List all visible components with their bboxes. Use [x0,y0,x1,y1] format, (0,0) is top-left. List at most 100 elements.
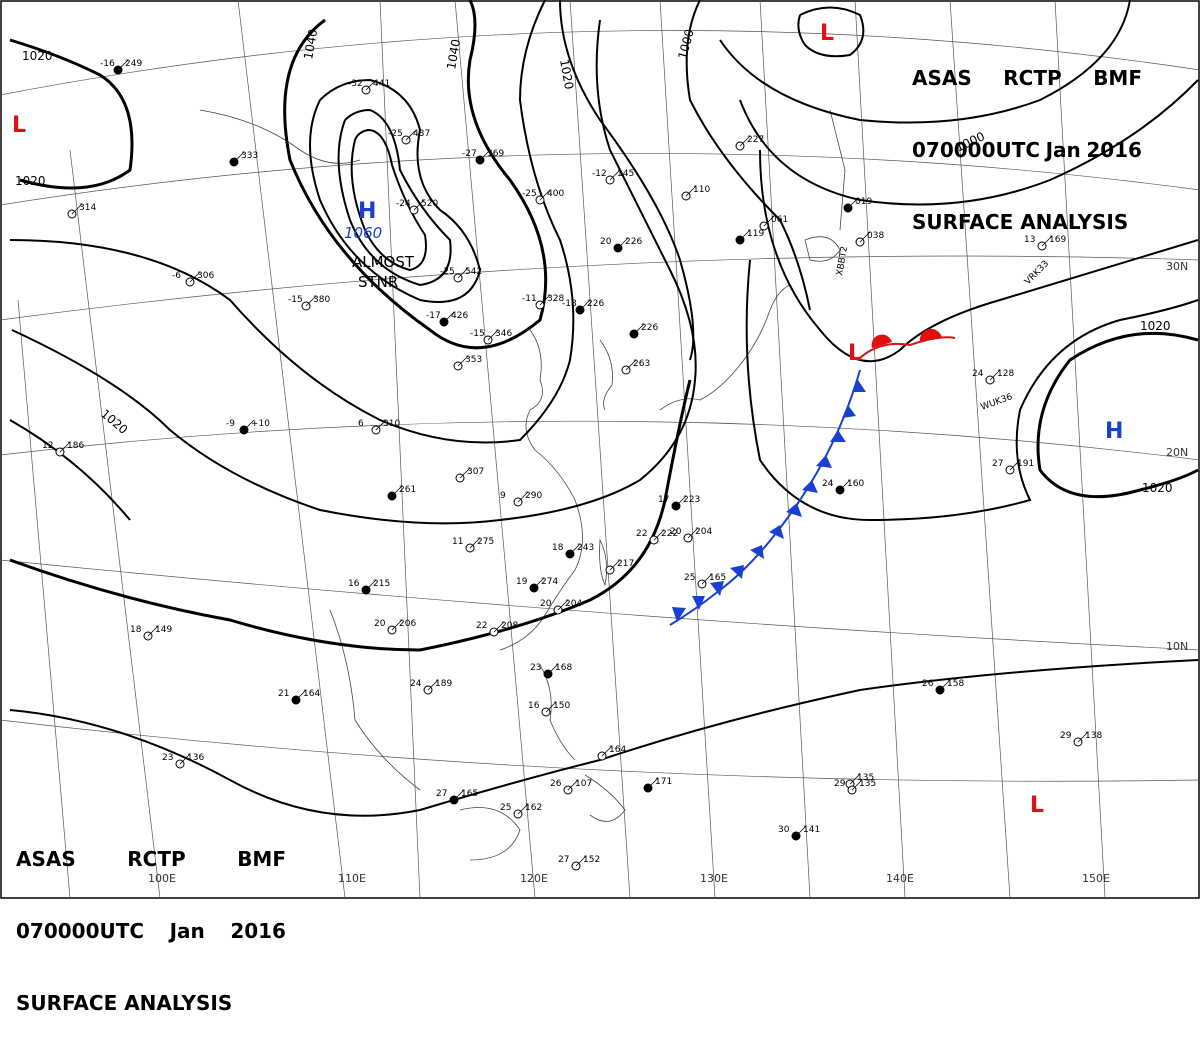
coast-taiwan [599,538,608,587]
station-plot: 20 204 [670,527,712,543]
station-plot: 16 150 [528,701,570,717]
station-temperature: 24 [410,679,422,689]
station-plot: 333 [229,151,258,167]
warm-front [859,328,956,359]
station-plot: 20 226 [600,237,642,253]
header-row-2: 070000UTC Jan 2016 [912,138,1142,162]
station-plot: 171 [643,777,672,793]
isobar-1010 [9,419,131,521]
wind-barb-icon [739,229,751,241]
station-pressure: 204 [695,527,712,537]
header-year: 2016 [1086,138,1142,162]
station-plot: -17 426 [426,311,468,327]
wind-barb-icon [233,151,245,163]
footer-row-2: 070000UTC Jan 2016 [16,919,286,943]
high-center-1060: H [358,199,376,224]
meridian-mid-2 [379,0,421,899]
wind-barb-icon [633,323,645,335]
station-pressure: 019 [855,197,872,207]
station-pressure: 217 [617,559,634,569]
lon-150e: 150E [1082,872,1110,885]
parallel-30n [0,255,1200,321]
wind-barb-icon [575,855,587,867]
wind-barb-icon [71,203,83,215]
station-pressure: 542 [465,267,482,277]
station-plot: -25 400 [522,189,564,205]
wind-barb-icon [413,199,425,211]
station-pressure: 189 [435,679,452,689]
station-plot: -25 542 [440,267,482,283]
station-temperature: 25 [500,803,511,813]
station-pressure: 380 [313,295,330,305]
station-temperature: 24 [972,369,984,379]
wind-barb-icon [625,359,637,371]
wind-barb-icon [859,231,871,243]
station-temperature: 23 [530,663,541,673]
wind-barb-icon [469,537,481,549]
wind-barb-icon [1041,235,1053,247]
station-temperature: -12 [592,169,607,179]
wind-barb-icon [849,773,861,785]
isobar-1000-top [685,0,811,311]
isobar-1020-e [1036,331,1199,499]
station-plot: 11 275 [452,537,494,553]
station-plot: 217 [605,559,634,575]
station-temperature: 13 [1024,235,1035,245]
station-plot: 24 160 [822,479,864,495]
station-temperature: -25 [388,129,403,139]
station-pressure: 169 [1049,235,1066,245]
station-plot: -27 369 [462,149,504,165]
station-temperature: -25 [522,189,537,199]
station-id-xbbt2: XBBT2 [835,245,850,276]
station-pressure: 208 [501,621,518,631]
isobar-1000-ne [719,0,1131,124]
low-center-south: L [1030,793,1044,818]
station-pressure: 135 [857,773,874,783]
isobar-label-1020-se: 1020 [1142,481,1173,495]
station-plot: -11 328 [522,294,564,310]
coast-luzon [539,664,576,761]
station-plot: 019 [843,197,872,213]
station-temperature: 30 [778,825,790,835]
high-center-note-1: ALMOST [352,253,415,271]
wind-barb-icon [243,419,255,431]
station-plot: 17 223 [658,495,700,511]
station-temperature: -9 [226,419,235,429]
station-pressure: 191 [1017,459,1034,469]
station-pressure: 135 [859,779,876,789]
station-pressure: 249 [125,59,142,69]
high-center-note-2: STNR [358,273,398,291]
station-pressure: 227 [747,135,764,145]
station-plot: 26 158 [922,679,964,695]
wind-barb-icon [609,559,621,571]
parallel-20n [0,420,1200,461]
station-pressure: 307 [467,467,484,477]
isobar-1050 [337,108,452,287]
station-pressure: 426 [451,311,468,321]
station-plot: 27 165 [436,789,478,805]
footer-row-1: ASAS RCTP BMF [16,847,286,871]
station-plot: 20 204 [540,599,582,615]
station-pressure: 204 [565,599,582,609]
wind-barb-icon [179,753,191,765]
wind-barb-icon [839,479,851,491]
station-temperature: 9 [500,491,506,501]
wind-barb-icon [795,825,807,837]
station-pressure: 152 [583,855,600,865]
wind-barb-icon [763,215,775,227]
meridian-140e [854,0,906,899]
lat-30n: 30N [1166,260,1188,273]
wind-barb-icon [1077,731,1089,743]
isobar-label-1020-top: 1020 [557,58,576,91]
parallel-0n [0,719,1200,782]
wind-barb-icon [847,197,859,209]
isobar-1004-east [739,79,1199,206]
wind-barb-icon [189,271,201,283]
station-plot: 164 [597,745,626,761]
station-temperature: 21 [278,689,289,699]
wind-barb-icon [609,169,621,181]
wind-barb-icon [59,441,71,453]
station-pressure: 158 [947,679,964,689]
isobar-label-1020-nw: 1020 [22,49,53,63]
low-center-north: L [820,21,834,46]
